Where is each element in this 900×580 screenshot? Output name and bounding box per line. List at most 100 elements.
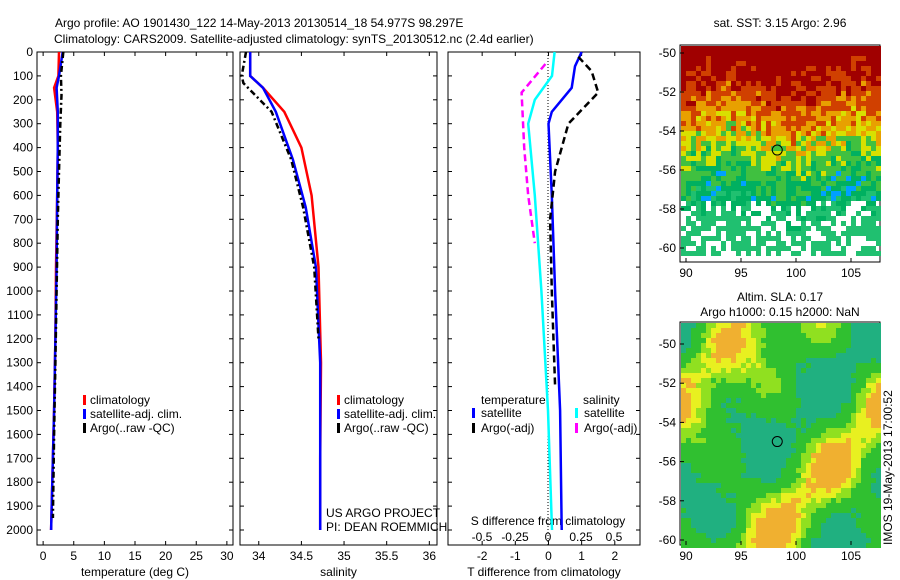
map-cell	[711, 251, 716, 256]
map-cell	[771, 338, 776, 343]
map-cell	[691, 463, 696, 468]
map-cell	[756, 76, 761, 81]
map-cell	[731, 418, 736, 423]
map-cell	[811, 523, 816, 528]
map-cell	[681, 46, 686, 51]
map-cell	[856, 176, 861, 181]
map-cell	[816, 56, 821, 61]
map-cell	[871, 443, 876, 448]
x2-tick-label: -0.5	[472, 530, 493, 544]
map-cell	[816, 423, 821, 428]
map-cell	[876, 251, 881, 256]
map-cell	[866, 468, 871, 473]
map-cell	[761, 328, 766, 333]
map-cell	[736, 428, 741, 433]
map-cell	[771, 211, 776, 216]
map-cell	[706, 106, 711, 111]
map-cell	[871, 428, 876, 433]
y-tick-label: 1600	[6, 427, 33, 441]
map-cell	[806, 513, 811, 518]
map-cell	[791, 398, 796, 403]
map-cell	[786, 543, 791, 548]
map-cell	[701, 388, 706, 393]
map-cell	[786, 231, 791, 236]
map-cell	[841, 533, 846, 538]
map-cell	[746, 131, 751, 136]
x2-tick-label: 0.25	[569, 530, 593, 544]
map-cell	[821, 393, 826, 398]
map-cell	[726, 353, 731, 358]
map-cell	[766, 196, 771, 201]
map-cell	[746, 348, 751, 353]
map-cell	[776, 408, 781, 413]
map-cell	[846, 463, 851, 468]
map-cell	[701, 76, 706, 81]
map-cell	[866, 353, 871, 358]
map-cell	[736, 388, 741, 393]
map-cell	[776, 503, 781, 508]
map-cell	[721, 453, 726, 458]
map-cell	[751, 403, 756, 408]
map-cell	[726, 528, 731, 533]
map-cell	[816, 538, 821, 543]
map-cell	[716, 96, 721, 101]
map-cell	[721, 141, 726, 146]
map-cell	[836, 46, 841, 51]
map-cell	[871, 363, 876, 368]
map-cell	[721, 216, 726, 221]
map-cell	[841, 378, 846, 383]
map-cell	[846, 423, 851, 428]
map-cell	[691, 453, 696, 458]
map-cell	[736, 151, 741, 156]
map-cell	[716, 76, 721, 81]
map-cell	[836, 498, 841, 503]
map-cell	[731, 151, 736, 156]
map-cell	[741, 503, 746, 508]
map-cell	[726, 433, 731, 438]
map-cell	[821, 251, 826, 256]
map-cell	[756, 96, 761, 101]
map-cell	[711, 81, 716, 86]
map-cell	[781, 518, 786, 523]
map-cell	[701, 328, 706, 333]
map-cell	[771, 101, 776, 106]
map-cell	[721, 246, 726, 251]
map-cell	[746, 358, 751, 363]
map-cell	[761, 348, 766, 353]
map-cell	[816, 498, 821, 503]
map-cell	[851, 423, 856, 428]
map-cell	[801, 186, 806, 191]
map-cell	[851, 468, 856, 473]
map-cell	[706, 528, 711, 533]
map-cell	[796, 211, 801, 216]
map-cell	[781, 196, 786, 201]
map-cell	[841, 206, 846, 211]
map-cell	[691, 398, 696, 403]
map-cell	[781, 498, 786, 503]
map-cell	[776, 251, 781, 256]
map-cell	[686, 343, 691, 348]
map-cell	[751, 498, 756, 503]
map-cell	[806, 61, 811, 66]
map-cell	[821, 343, 826, 348]
map-cell	[761, 498, 766, 503]
map-cell	[826, 468, 831, 473]
map-cell	[836, 413, 841, 418]
map-cell	[831, 493, 836, 498]
map-cell	[721, 161, 726, 166]
map-cell	[701, 51, 706, 56]
map-cell	[876, 338, 881, 343]
map-cell	[851, 161, 856, 166]
map-cell	[851, 538, 856, 543]
map-cell	[871, 171, 876, 176]
map-cell	[866, 498, 871, 503]
map-cell	[831, 71, 836, 76]
y-tick-label: -50	[659, 337, 677, 351]
map-cell	[681, 348, 686, 353]
map-cell	[701, 438, 706, 443]
map-cell	[701, 121, 706, 126]
y-tick-label: -54	[659, 415, 677, 429]
map-cell	[796, 533, 801, 538]
map-cell	[706, 226, 711, 231]
map-cell	[831, 468, 836, 473]
